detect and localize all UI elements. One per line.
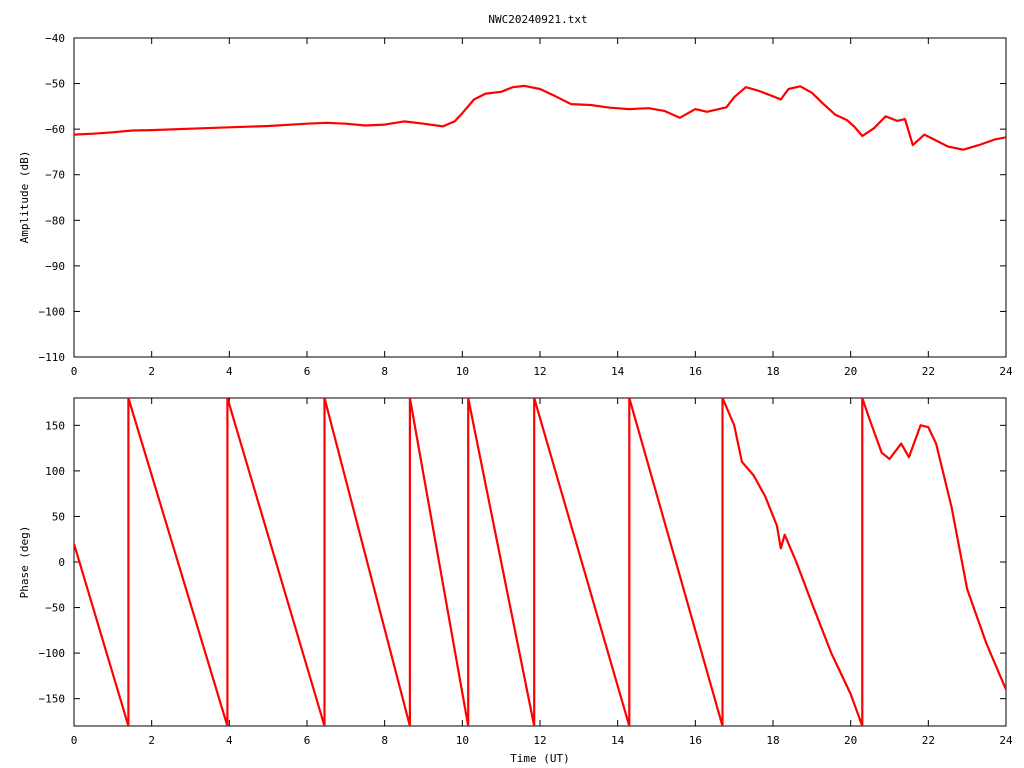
y-tick-label: 150 xyxy=(45,419,65,432)
x-tick-label: 6 xyxy=(304,365,311,378)
y-tick-label: −40 xyxy=(45,32,65,45)
x-tick-label: 18 xyxy=(766,365,779,378)
y-tick-label: 0 xyxy=(58,556,65,569)
x-tick-label: 20 xyxy=(844,365,857,378)
x-tick-label: 6 xyxy=(304,734,311,747)
phase-panel: 0 2 4 6 8 10 12 14 16 18 20 22 24150100500−50−100−15… xyxy=(18,397,1013,765)
x-tick-label: 4 xyxy=(226,365,233,378)
series-line xyxy=(74,398,1006,726)
y-tick-label: −70 xyxy=(45,169,65,182)
y-tick-label: −50 xyxy=(45,602,65,615)
x-tick-label: 8 xyxy=(381,734,388,747)
x-tick-label: 18 xyxy=(766,734,779,747)
x-tick-label: 12 xyxy=(533,365,546,378)
y-tick-label: 50 xyxy=(52,510,65,523)
amplitude-panel: 0 2 4 6 8 10 12 14 16 18 20 22 24−40−50−60−70−80−90−… xyxy=(18,32,1013,378)
y-axis-label: Amplitude (dB) xyxy=(18,151,31,244)
x-tick-label: 14 xyxy=(611,734,625,747)
x-tick-label: 10 xyxy=(456,365,469,378)
y-tick-label: −100 xyxy=(39,305,66,318)
y-tick-label: −150 xyxy=(39,693,66,706)
x-tick-label: 24 xyxy=(999,734,1013,747)
plot-frame xyxy=(73,397,1007,727)
x-tick-label: 22 xyxy=(922,365,935,378)
x-tick-label: 16 xyxy=(689,734,702,747)
y-tick-label: −50 xyxy=(45,78,65,91)
x-tick-label: 8 xyxy=(381,365,388,378)
x-tick-label: 2 xyxy=(148,734,155,747)
y-tick-label: −80 xyxy=(45,214,65,227)
x-tick-label: 22 xyxy=(922,734,935,747)
x-tick-label: 2 xyxy=(148,365,155,378)
x-tick-label: 0 xyxy=(71,734,78,747)
x-tick-label: 0 xyxy=(71,365,78,378)
x-tick-label: 20 xyxy=(844,734,857,747)
y-tick-label: −90 xyxy=(45,260,65,273)
x-tick-label: 12 xyxy=(533,734,546,747)
y-tick-label: −100 xyxy=(39,647,66,660)
x-tick-label: 4 xyxy=(226,734,233,747)
y-tick-label: 100 xyxy=(45,465,65,478)
x-tick-label: 10 xyxy=(456,734,469,747)
y-tick-label: −110 xyxy=(39,351,66,364)
x-tick-label: 24 xyxy=(999,365,1013,378)
y-axis-label: Phase (deg) xyxy=(18,526,31,599)
chart-title: NWC20240921.txt xyxy=(488,13,587,26)
series-line xyxy=(74,84,1006,151)
y-tick-label: −60 xyxy=(45,123,65,136)
x-axis-label: Time (UT) xyxy=(510,752,570,765)
x-tick-label: 16 xyxy=(689,365,702,378)
plot-frame xyxy=(73,37,1007,358)
x-tick-label: 14 xyxy=(611,365,625,378)
